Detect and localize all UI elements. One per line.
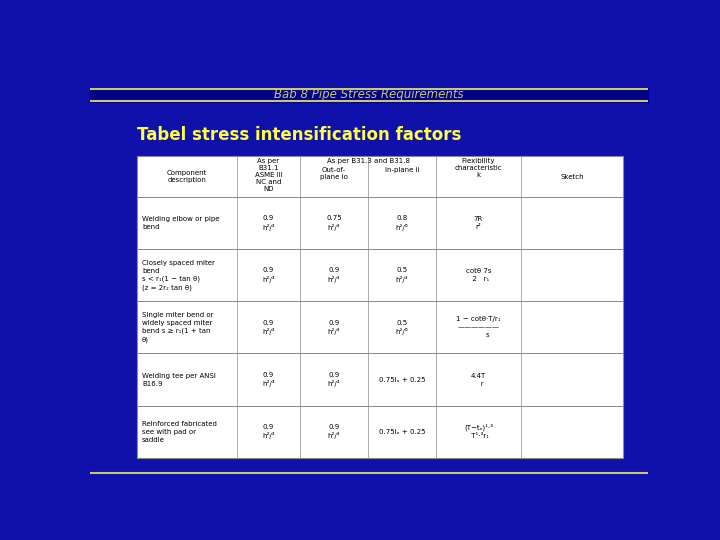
Text: As per B31.3 and B31.8: As per B31.3 and B31.8	[327, 158, 410, 164]
Text: Component
description: Component description	[167, 170, 207, 183]
Text: As per
B31.1
ASME III
NC and
ND: As per B31.1 ASME III NC and ND	[255, 158, 282, 192]
Text: 0.8
h²/⁶: 0.8 h²/⁶	[396, 215, 408, 231]
Text: Bab 8 Pipe Stress Requirements: Bab 8 Pipe Stress Requirements	[274, 89, 464, 102]
Text: 0.5
h²/⁶: 0.5 h²/⁶	[396, 320, 408, 335]
Text: 0.9
h²/³: 0.9 h²/³	[262, 372, 275, 387]
Bar	[138, 156, 623, 458]
Text: 0.9
h²/³: 0.9 h²/³	[328, 372, 341, 387]
Text: 0.9
h²/³: 0.9 h²/³	[262, 267, 275, 283]
Text: 0.9
h²/³: 0.9 h²/³	[262, 424, 275, 440]
Text: 0.75
h²/³: 0.75 h²/³	[326, 215, 342, 231]
Text: Tabel stress intensification factors: Tabel stress intensification factors	[138, 126, 462, 145]
Text: 1 − cotθ·T/r₁
——————
        s: 1 − cotθ·T/r₁ —————— s	[456, 316, 500, 339]
Text: 0.75iₒ + 0.25: 0.75iₒ + 0.25	[379, 376, 426, 382]
Text: Welding elbow or pipe
bend: Welding elbow or pipe bend	[142, 216, 220, 230]
Text: 0.5
h²/³: 0.5 h²/³	[396, 267, 408, 283]
Text: 0.9
h²/³: 0.9 h²/³	[262, 320, 275, 335]
Text: 0.9
h²/³: 0.9 h²/³	[328, 424, 341, 440]
Text: Sketch: Sketch	[560, 174, 584, 180]
Text: Single miter bend or
widely spaced miter
bend s ≥ r₁(1 + tan
θ): Single miter bend or widely spaced miter…	[142, 312, 213, 343]
Text: 0.9
h²/³: 0.9 h²/³	[328, 267, 341, 283]
Text: cotθ 7s
  2   r₁: cotθ 7s 2 r₁	[466, 268, 491, 282]
Text: (T−tₙ)¹·³
 T¹·³r₁: (T−tₙ)¹·³ T¹·³r₁	[464, 424, 493, 440]
Text: 0.75iₒ + 0.25: 0.75iₒ + 0.25	[379, 429, 426, 435]
Text: 0.9
h²/³: 0.9 h²/³	[328, 320, 341, 335]
Text: Welding tee per ANSI
B16.9: Welding tee per ANSI B16.9	[142, 373, 216, 387]
Text: Reinforced fabricated
see with pad or
saddle: Reinforced fabricated see with pad or sa…	[142, 421, 217, 443]
Text: 4.4T
   r: 4.4T r	[471, 373, 486, 387]
Bar	[90, 87, 648, 102]
Text: 7R
r²: 7R r²	[474, 216, 483, 230]
Text: 0.9
h²/³: 0.9 h²/³	[262, 215, 275, 231]
Text: Flexibility
characteristic
k: Flexibility characteristic k	[454, 158, 503, 178]
Text: In-plane ii: In-plane ii	[384, 167, 419, 173]
Text: Closely spaced miter
bend
s < r₁(1 − tan θ)
(z = 2r₂ tan θ): Closely spaced miter bend s < r₁(1 − tan…	[142, 260, 215, 291]
Text: Out-of-
plane io: Out-of- plane io	[320, 167, 348, 180]
